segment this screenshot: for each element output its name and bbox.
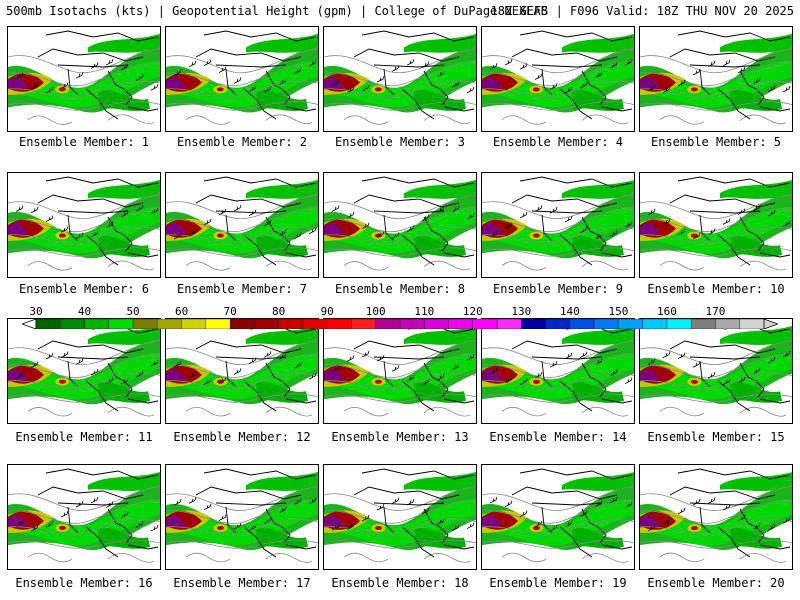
ensemble-member-label: Ensemble Member: 6 [18,282,150,296]
isotach-colorbar: 30 40 50 60 70 80 90 100 110 120 130 140 150 160 170 [22,306,778,330]
ensemble-member-label: Ensemble Member: 10 [647,282,785,296]
ensemble-member-map [165,26,319,132]
ensemble-member-map [639,172,793,278]
ensemble-member-map [323,464,477,570]
ensemble-member-label: Ensemble Member: 5 [650,135,782,149]
ensemble-member-map [165,172,319,278]
colorbar-tick-label: 140 [559,305,580,318]
colorbar-tick-label: 130 [511,305,532,318]
ensemble-member-map [639,26,793,132]
ensemble-member-label: Ensemble Member: 4 [492,135,624,149]
colorbar-swatch [302,319,328,329]
ensemble-member-label: Ensemble Member: 12 [173,430,311,444]
colorbar-swatch [108,319,134,329]
ensemble-member-label: Ensemble Member: 9 [492,282,624,296]
colorbar-swatch [618,319,644,329]
colorbar-tick-label: 120 [462,305,483,318]
colorbar-swatch [375,319,401,329]
colorbar-swatch [35,319,61,329]
ensemble-member-map [323,26,477,132]
colorbar-swatch [593,319,619,329]
colorbar-left-arrow [22,319,37,329]
ensemble-member-map [481,318,635,424]
ensemble-member-map [165,318,319,424]
colorbar-swatch [327,319,352,329]
colorbar-swatch [205,319,231,329]
header: 500mb Isotachs (kts) | Geopotential Heig… [0,0,800,22]
header-valid-time: 18Z GEFS | F096 Valid: 18Z THU NOV 20 20… [490,4,794,18]
colorbar-tick-label: 50 [126,305,140,318]
ensemble-member-label: Ensemble Member: 15 [647,430,785,444]
ensemble-member-label: Ensemble Member: 17 [173,576,311,590]
colorbar-scale [22,319,778,329]
colorbar-swatch [254,319,280,329]
ensemble-member-label: Ensemble Member: 13 [331,430,469,444]
colorbar-swatch [472,319,498,329]
colorbar-swatch [229,319,255,329]
ensemble-member-label: Ensemble Member: 16 [15,576,153,590]
colorbar-swatch [351,319,377,329]
colorbar-tick-label: 150 [608,305,629,318]
ensemble-member-map [7,318,161,424]
colorbar-tick-label: 90 [320,305,334,318]
colorbar-swatch [132,319,158,329]
colorbar-tick-label: 70 [223,305,237,318]
ensemble-member-map [323,172,477,278]
colorbar-swatch [424,319,450,329]
ensemble-member-label: Ensemble Member: 1 [18,135,150,149]
colorbar-swatch [181,319,207,329]
colorbar-tick-label: 40 [77,305,92,318]
ensemble-member-label: Ensemble Member: 19 [489,576,627,590]
colorbar-swatch [399,319,425,329]
ensemble-member-map [639,464,793,570]
ensemble-member-map [323,318,477,424]
colorbar-tick-label: 80 [272,305,286,318]
ensemble-member-map [481,464,635,570]
ensemble-member-map [7,172,161,278]
ensemble-member-label: Ensemble Member: 2 [176,135,308,149]
colorbar-swatch [691,319,716,329]
colorbar-swatch [84,319,110,329]
colorbar-tick-label: 170 [705,305,726,318]
colorbar-swatch [448,319,474,329]
colorbar-tick-label: 160 [656,305,677,318]
colorbar-swatch [278,319,304,329]
ensemble-member-label: Ensemble Member: 8 [334,282,466,296]
colorbar-swatch [157,319,183,329]
colorbar-swatch [715,319,741,329]
ensemble-member-map [481,26,635,132]
colorbar-swatch [496,319,522,329]
colorbar-tick-label: 110 [414,305,435,318]
ensemble-member-label: Ensemble Member: 7 [176,282,308,296]
colorbar-swatch [569,319,595,329]
ensemble-member-map [7,26,161,132]
ensemble-member-label: Ensemble Member: 3 [334,135,466,149]
colorbar-tick-label: 60 [174,305,189,318]
colorbar-swatch [642,319,668,329]
ensemble-member-map [7,464,161,570]
colorbar-swatch [666,319,692,329]
ensemble-member-label: Ensemble Member: 11 [15,430,153,444]
colorbar-swatch [521,319,547,329]
colorbar-swatch [60,319,86,329]
ensemble-member-label: Ensemble Member: 14 [489,430,627,444]
ensemble-member-map [639,318,793,424]
colorbar-swatch [739,319,765,329]
colorbar-labels: 30 40 50 60 70 80 90 100 110 120 130 140 150 160 170 [22,306,778,318]
colorbar-swatch [545,319,571,329]
colorbar-right-arrow [763,319,778,329]
colorbar-tick-label: 100 [365,305,386,318]
colorbar-tick-label: 30 [29,305,43,318]
ensemble-member-map [165,464,319,570]
ensemble-member-label: Ensemble Member: 20 [647,576,785,590]
ensemble-member-map [481,172,635,278]
header-title: 500mb Isotachs (kts) | Geopotential Heig… [6,4,548,18]
ensemble-member-label: Ensemble Member: 18 [331,576,469,590]
